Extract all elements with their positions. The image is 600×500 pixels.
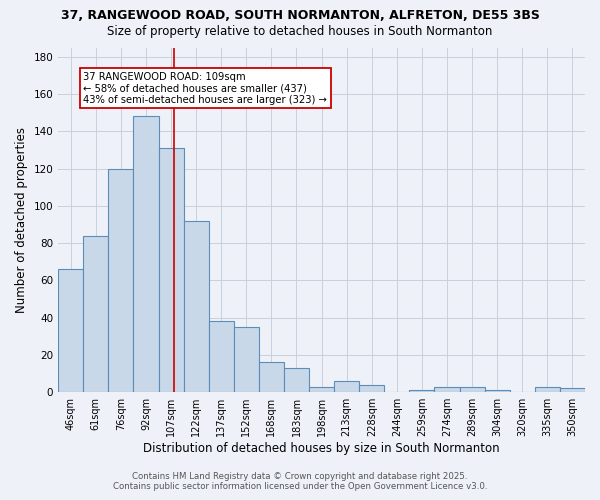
- Bar: [133, 116, 158, 392]
- Bar: [109, 168, 133, 392]
- Text: 37, RANGEWOOD ROAD, SOUTH NORMANTON, ALFRETON, DE55 3BS: 37, RANGEWOOD ROAD, SOUTH NORMANTON, ALF…: [61, 9, 539, 22]
- Bar: [184, 221, 209, 392]
- Bar: [58, 269, 83, 392]
- Text: Size of property relative to detached houses in South Normanton: Size of property relative to detached ho…: [107, 25, 493, 38]
- Bar: [460, 386, 485, 392]
- Text: 37 RANGEWOOD ROAD: 109sqm
← 58% of detached houses are smaller (437)
43% of semi: 37 RANGEWOOD ROAD: 109sqm ← 58% of detac…: [83, 72, 327, 105]
- Y-axis label: Number of detached properties: Number of detached properties: [15, 127, 28, 313]
- Bar: [309, 386, 334, 392]
- Bar: [83, 236, 109, 392]
- Bar: [434, 386, 460, 392]
- Bar: [359, 385, 385, 392]
- Bar: [209, 322, 234, 392]
- X-axis label: Distribution of detached houses by size in South Normanton: Distribution of detached houses by size …: [143, 442, 500, 455]
- Bar: [535, 386, 560, 392]
- Bar: [284, 368, 309, 392]
- Bar: [334, 381, 359, 392]
- Text: Contains HM Land Registry data © Crown copyright and database right 2025.
Contai: Contains HM Land Registry data © Crown c…: [113, 472, 487, 491]
- Bar: [259, 362, 284, 392]
- Bar: [234, 327, 259, 392]
- Bar: [560, 388, 585, 392]
- Bar: [158, 148, 184, 392]
- Bar: [409, 390, 434, 392]
- Bar: [485, 390, 510, 392]
